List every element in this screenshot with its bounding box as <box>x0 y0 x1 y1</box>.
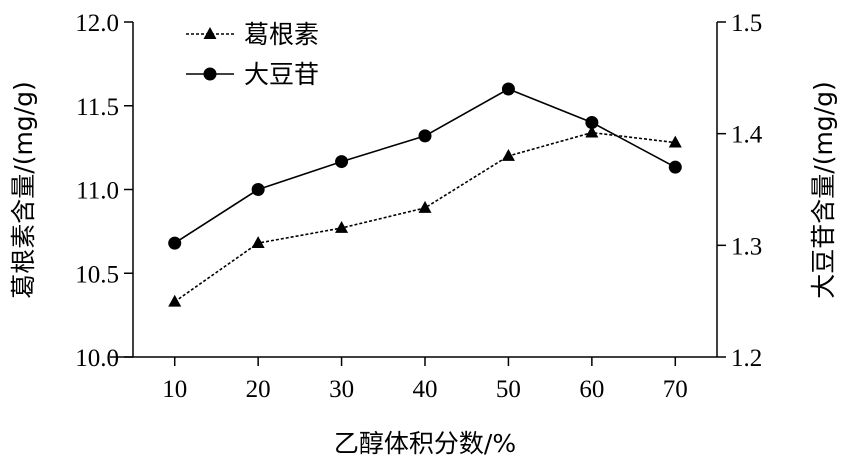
x-axis-ticks: 10 20 30 40 50 60 70 <box>162 357 688 403</box>
x-tick-label: 40 <box>413 376 438 403</box>
data-point-circle <box>418 129 432 143</box>
data-point-triangle <box>668 135 682 148</box>
left-y-axis-ticks: 10.0 10.5 11.0 11.5 12.0 <box>75 10 133 372</box>
data-point-triangle <box>418 200 432 213</box>
series-markers <box>168 82 682 307</box>
left-y-tick-label: 11.5 <box>76 94 119 121</box>
left-y-axis-title: 葛根素含量/(mg/g) <box>9 81 38 298</box>
x-tick-label: 70 <box>663 376 688 403</box>
data-point-circle <box>501 82 515 96</box>
right-y-axis-title: 大豆苷含量/(mg/g) <box>809 81 838 298</box>
right-y-tick-label: 1.2 <box>731 345 762 372</box>
right-y-tick-label: 1.3 <box>731 233 762 260</box>
data-point-circle <box>251 183 265 196</box>
data-point-triangle <box>335 221 349 233</box>
x-tick-label: 60 <box>579 376 604 403</box>
x-tick-label: 10 <box>162 376 187 403</box>
data-point-triangle <box>501 149 515 161</box>
x-axis-title: 乙醇体积分数/% <box>334 429 516 458</box>
left-y-tick-label: 12.0 <box>75 10 119 37</box>
data-point-circle <box>668 160 682 174</box>
legend-label-大豆苷: 大豆苷 <box>244 60 319 89</box>
data-point-triangle <box>251 236 265 248</box>
data-point-triangle <box>168 294 182 307</box>
x-tick-label: 20 <box>246 376 271 403</box>
x-tick-label: 30 <box>329 376 354 403</box>
left-y-tick-label: 10.5 <box>75 261 119 288</box>
legend-marker-circle <box>203 67 217 81</box>
legend-label-葛根素: 葛根素 <box>244 20 319 49</box>
series-line-大豆苷 <box>174 88 676 244</box>
data-point-circle <box>168 236 182 250</box>
x-tick-label: 50 <box>496 376 521 403</box>
series-line-葛根素 <box>174 131 676 303</box>
right-y-axis-ticks: 1.2 1.3 1.4 1.5 <box>717 10 763 372</box>
legend: 葛根素 大豆苷 <box>186 20 319 89</box>
data-point-circle <box>335 155 349 169</box>
series-lines <box>174 88 676 303</box>
left-y-tick-label: 10.0 <box>75 345 119 372</box>
legend-marker-triangle <box>203 27 217 39</box>
data-point-circle <box>585 116 599 129</box>
right-y-tick-label: 1.4 <box>731 122 763 149</box>
data-point-triangle <box>585 125 599 138</box>
left-y-tick-label: 11.0 <box>76 178 119 205</box>
right-y-tick-label: 1.5 <box>731 10 762 37</box>
